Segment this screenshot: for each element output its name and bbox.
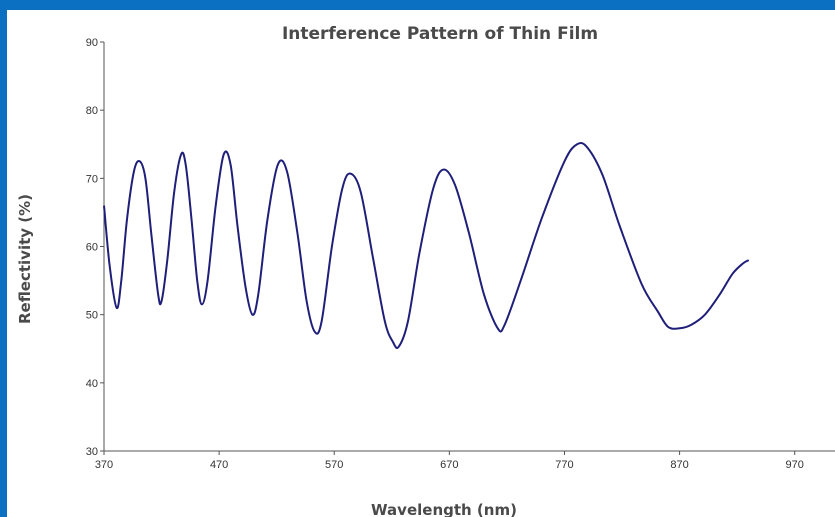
x-tick-label: 570 [325,459,343,471]
series-group [104,143,749,348]
chart-svg: Interference Pattern of Thin Film Wavele… [7,10,835,517]
y-tick-label: 70 [86,173,98,185]
y-tick-label: 40 [86,378,98,390]
y-tick-label: 50 [86,310,98,322]
y-tick-label: 60 [86,242,98,254]
y-tick-label: 80 [86,105,98,117]
chart-title: Interference Pattern of Thin Film [282,24,598,44]
x-tick-label: 670 [440,459,458,471]
x-tick-label: 470 [210,459,228,471]
y-ticks: 30 40 50 60 70 80 90 [86,37,104,458]
reflectivity-series-line [104,143,749,348]
x-tick-label: 770 [555,459,573,471]
x-tick-label: 370 [95,459,113,471]
x-axis-title: Wavelength (nm) [371,501,517,517]
y-tick-label: 30 [86,446,98,458]
x-tick-label: 970 [786,459,804,471]
y-tick-label: 90 [86,37,98,49]
x-ticks: 370 470 570 670 770 870 970 [95,451,804,471]
y-axis-title: Reflectivity (%) [16,194,34,324]
x-tick-label: 870 [670,459,688,471]
chart-frame: Interference Pattern of Thin Film Wavele… [7,10,835,517]
